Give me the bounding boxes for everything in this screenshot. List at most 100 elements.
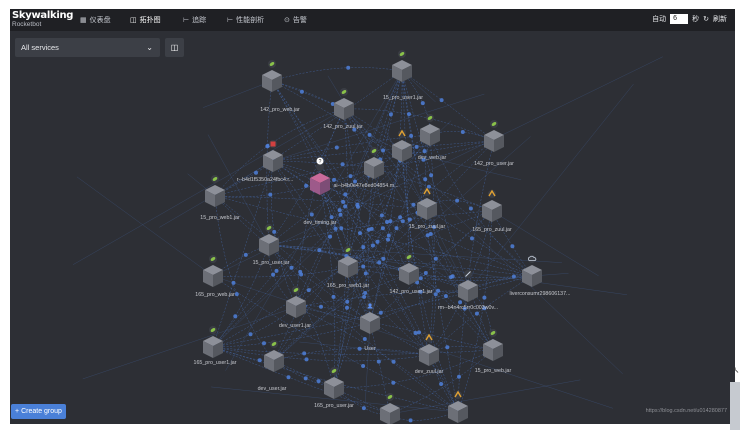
page-scrollbar[interactable] [730,382,740,430]
link-traffic-dot [423,177,428,182]
link-traffic-dot [417,330,421,335]
layout-icon: ◫ [170,43,179,52]
topology-link [401,150,522,180]
topology-node[interactable] [286,286,306,318]
skywalking-logo[interactable]: Skywalking Rocketbot [12,11,73,29]
nav-trace[interactable]: ⊢ 追踪 [183,15,206,25]
topology-link [401,70,494,351]
layout-toggle-button[interactable]: ◫ [165,38,184,57]
node-label: 142_pro_user1.jar [390,289,433,295]
topology-link [333,349,494,389]
topology-node[interactable] [263,140,283,172]
topology-node[interactable] [203,255,223,287]
topology-link [319,183,371,324]
nav-profile-label: 性能剖析 [236,17,265,24]
topology-node[interactable] [399,253,419,285]
link-traffic-dot [510,244,515,249]
topology-link [295,208,428,308]
link-traffic-dot [448,275,453,280]
link-traffic-dot [234,292,239,297]
topology-node[interactable] [205,175,225,207]
topology-node[interactable] [484,120,504,152]
topology-link [212,346,494,355]
node-label: 165_pro_user1.jar [194,360,237,366]
link-traffic-dot [334,145,339,150]
topology-link [72,108,345,265]
link-traffic-dot [243,252,248,257]
topology-link [214,195,430,356]
topology-link [212,306,297,348]
topology-link [214,195,275,362]
zuul-icon [398,130,406,138]
refresh-button[interactable]: 刷新 [713,16,727,23]
link-traffic-dot [443,294,448,299]
topology-link [491,210,599,277]
link-traffic-dot [345,299,350,304]
link-traffic-dot [462,306,467,311]
topology-node[interactable] [364,147,384,179]
topology-link [272,140,495,162]
topology-node[interactable] [419,333,439,366]
link-traffic-dot [458,300,463,305]
topology-link [369,275,533,324]
topology-link [214,195,371,324]
topology-link [373,167,493,212]
topology-link [295,290,469,308]
topology-link [273,140,495,362]
topology-link [212,275,613,409]
topology-node[interactable] [262,60,282,92]
topology-link [491,210,533,277]
service-select[interactable]: All services ⌄ [15,38,160,57]
topology-node[interactable] [264,340,284,372]
link-traffic-dot [468,206,473,211]
link-traffic-dot [331,294,336,299]
topology-node[interactable] [448,390,468,423]
topology-node[interactable] [338,246,358,278]
topology-link [271,80,459,413]
node-label: dev_user1.jar [279,323,311,329]
topology-link [214,195,533,277]
link-traffic-dot [366,227,371,232]
link-traffic-dot [302,351,307,356]
nav-topology[interactable]: ◫ 拓扑图 [130,15,161,25]
topology-node[interactable] [203,326,223,358]
topology-link [347,210,493,268]
create-group-button[interactable]: + Create group [11,404,66,419]
topology-node[interactable] [420,114,440,146]
topology-link [212,160,274,348]
nav-alarm[interactable]: ⊙ 告警 [284,15,307,25]
auto-refresh-controls: 自动 6 秒 ↻ 刷新 [652,14,727,24]
nav-dashboard[interactable]: ▦ 仪表盘 [80,15,111,25]
topology-link [319,183,430,356]
link-traffic-dot [333,226,338,231]
topology-node[interactable] [334,88,354,120]
topology-link [273,360,391,415]
topology-node[interactable]: ? [310,157,330,196]
link-traffic-dot [272,229,277,234]
topology-link [268,244,469,292]
topology-link [212,56,663,277]
topology-link [212,244,270,348]
topology-node[interactable] [392,129,412,162]
refresh-icon[interactable]: ↻ [703,16,709,23]
link-traffic-dot [418,276,423,281]
link-traffic-dot [289,265,294,270]
topology-node[interactable] [417,187,437,220]
topology-node[interactable] [483,329,503,361]
link-traffic-dot [233,314,238,319]
link-traffic-dot [363,271,368,276]
topology-node[interactable] [324,367,344,399]
topology-node[interactable] [522,255,542,287]
seconds-input[interactable]: 6 [670,14,689,24]
topology-node[interactable] [392,50,412,82]
topology-node[interactable] [482,189,502,222]
topology-node[interactable] [360,302,380,334]
topology-link [295,108,345,308]
topology-node[interactable] [259,224,279,256]
topology-graph[interactable]: 142_pro_web.jar 15_pro_user1.jar 142_pro_z… [10,31,735,424]
logo-subtitle: Rocketbot [12,21,42,28]
nav-profile[interactable]: ⊢ 性能剖析 [227,15,264,25]
topology-node[interactable] [380,393,400,424]
topology-node[interactable] [458,270,478,302]
auto-label[interactable]: 自动 [652,16,667,23]
